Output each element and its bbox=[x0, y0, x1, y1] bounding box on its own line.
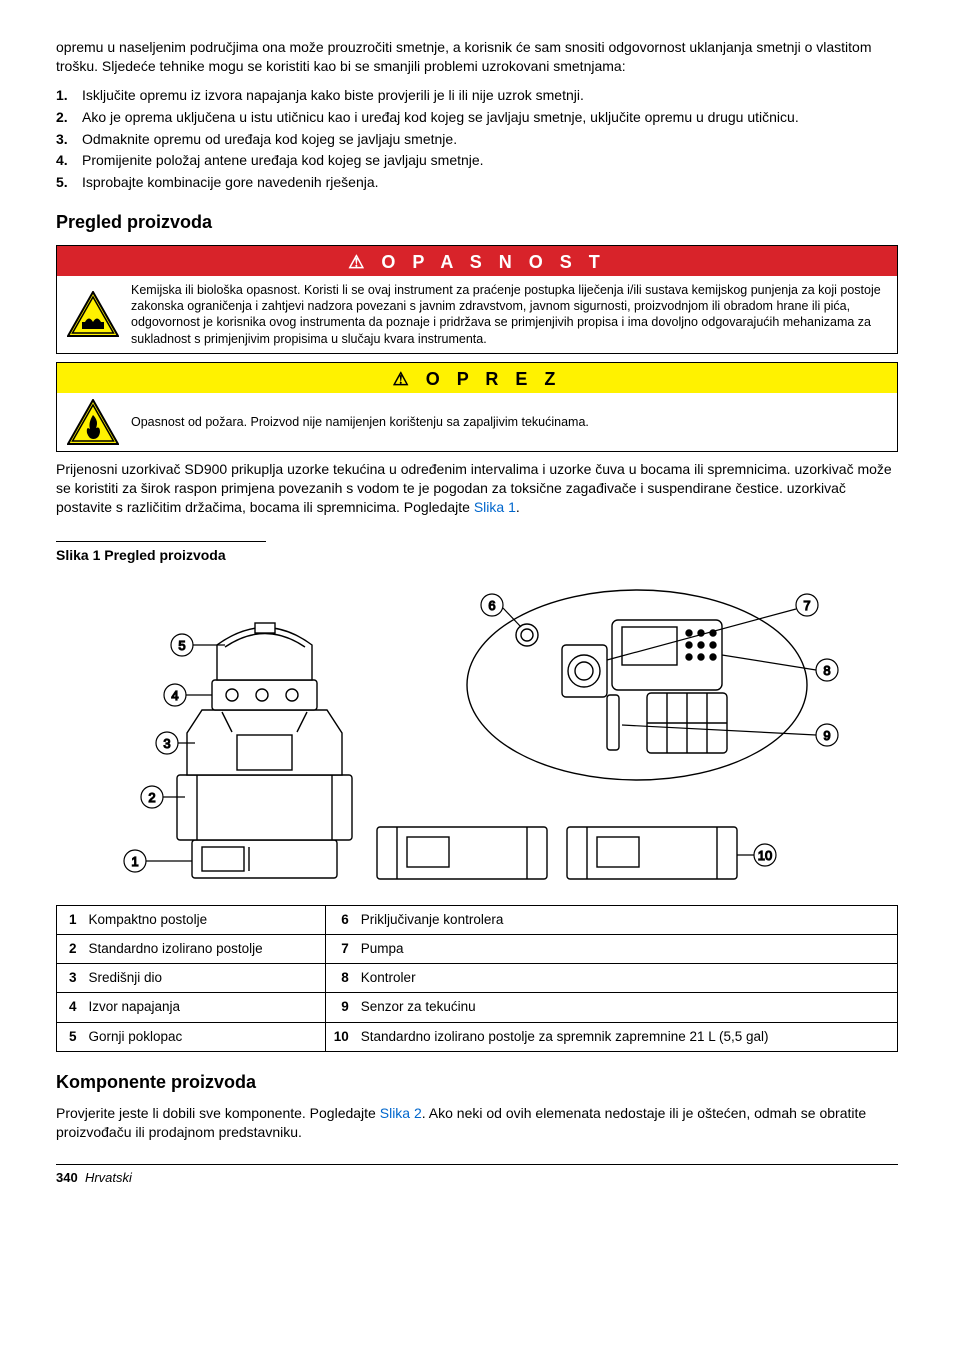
overview-paragraph: Prijenosni uzorkivač SD900 prikuplja uzo… bbox=[56, 460, 898, 517]
legend-num: 8 bbox=[325, 964, 353, 993]
legend-num: 9 bbox=[325, 993, 353, 1022]
steps-list: 1.Isključite opremu iz izvora napajanja … bbox=[56, 86, 898, 192]
callout-5: 5 bbox=[178, 638, 185, 653]
legend-num: 5 bbox=[57, 1022, 81, 1051]
caution-text: Opasnost od požara. Proizvod nije namije… bbox=[129, 408, 597, 436]
step-text: Odmaknite opremu od uređaja kod kojeg se… bbox=[82, 130, 457, 149]
legend-num: 6 bbox=[325, 905, 353, 934]
figure-1-legend: 1 Kompaktno postolje 6 Priključivanje ko… bbox=[56, 905, 898, 1052]
warning-triangle-icon: ⚠ bbox=[393, 369, 426, 389]
callout-4: 4 bbox=[171, 688, 178, 703]
step-number: 2. bbox=[56, 108, 82, 127]
legend-label: Priključivanje kontrolera bbox=[353, 905, 898, 934]
step-text: Isprobajte kombinacije gore navedenih rj… bbox=[82, 173, 379, 192]
legend-label: Standardno izolirano postolje bbox=[81, 934, 326, 963]
callout-9: 9 bbox=[823, 728, 830, 743]
danger-box: ⚠ O P A S N O S T Kemijska ili biološka … bbox=[56, 245, 898, 354]
legend-num: 3 bbox=[57, 964, 81, 993]
legend-label: Kompaktno postolje bbox=[81, 905, 326, 934]
legend-label: Gornji poklopac bbox=[81, 1022, 326, 1051]
step-number: 1. bbox=[56, 86, 82, 105]
caution-label: O P R E Z bbox=[426, 369, 562, 389]
caution-box: ⚠ O P R E Z Opasnost od požara. Proizvod… bbox=[56, 362, 898, 452]
step-number: 5. bbox=[56, 173, 82, 192]
step-text: Isključite opremu iz izvora napajanja ka… bbox=[82, 86, 584, 105]
legend-label: Izvor napajanja bbox=[81, 993, 326, 1022]
legend-label: Senzor za tekućinu bbox=[353, 993, 898, 1022]
overview-tail: . bbox=[516, 499, 520, 515]
page-footer: 340 Hrvatski bbox=[56, 1164, 898, 1187]
warning-triangle-icon: ⚠ bbox=[348, 252, 381, 272]
legend-num: 1 bbox=[57, 905, 81, 934]
components-text-1: Provjerite jeste li dobili sve komponent… bbox=[56, 1105, 380, 1121]
caution-header: ⚠ O P R E Z bbox=[57, 363, 897, 393]
legend-num: 4 bbox=[57, 993, 81, 1022]
hazard-icon bbox=[57, 285, 129, 343]
legend-num: 10 bbox=[325, 1022, 353, 1051]
danger-header: ⚠ O P A S N O S T bbox=[57, 246, 897, 276]
section-title-overview: Pregled proizvoda bbox=[56, 210, 898, 234]
callout-8: 8 bbox=[823, 663, 830, 678]
legend-num: 7 bbox=[325, 934, 353, 963]
legend-label: Standardno izolirano postolje za spremni… bbox=[353, 1022, 898, 1051]
step-number: 4. bbox=[56, 151, 82, 170]
callout-10: 10 bbox=[758, 848, 772, 863]
legend-label: Pumpa bbox=[353, 934, 898, 963]
figure-2-link[interactable]: Slika 2 bbox=[380, 1105, 422, 1121]
figure-1-link[interactable]: Slika 1 bbox=[474, 499, 516, 515]
legend-num: 2 bbox=[57, 934, 81, 963]
page-language: Hrvatski bbox=[85, 1170, 132, 1185]
page-number: 340 bbox=[56, 1170, 78, 1185]
legend-label: Središnji dio bbox=[81, 964, 326, 993]
callout-6: 6 bbox=[488, 598, 495, 613]
section-title-components: Komponente proizvoda bbox=[56, 1070, 898, 1094]
components-paragraph: Provjerite jeste li dobili sve komponent… bbox=[56, 1104, 898, 1142]
danger-label: O P A S N O S T bbox=[381, 252, 605, 272]
step-number: 3. bbox=[56, 130, 82, 149]
danger-text: Kemijska ili biološka opasnost. Koristi … bbox=[129, 276, 897, 353]
fire-hazard-icon bbox=[57, 393, 129, 451]
callout-1: 1 bbox=[131, 854, 138, 869]
intro-paragraph: opremu u naseljenim područjima ona može … bbox=[56, 38, 898, 76]
figure-1-diagram: 1 2 3 4 5 6 7 8 9 10 bbox=[107, 575, 847, 895]
step-text: Promijenite položaj antene uređaja kod k… bbox=[82, 151, 484, 170]
figure-1-caption: Slika 1 Pregled proizvoda bbox=[56, 541, 266, 565]
legend-label: Kontroler bbox=[353, 964, 898, 993]
step-text: Ako je oprema uključena u istu utičnicu … bbox=[82, 108, 799, 127]
callout-3: 3 bbox=[163, 736, 170, 751]
callout-2: 2 bbox=[148, 790, 155, 805]
callout-7: 7 bbox=[803, 598, 810, 613]
